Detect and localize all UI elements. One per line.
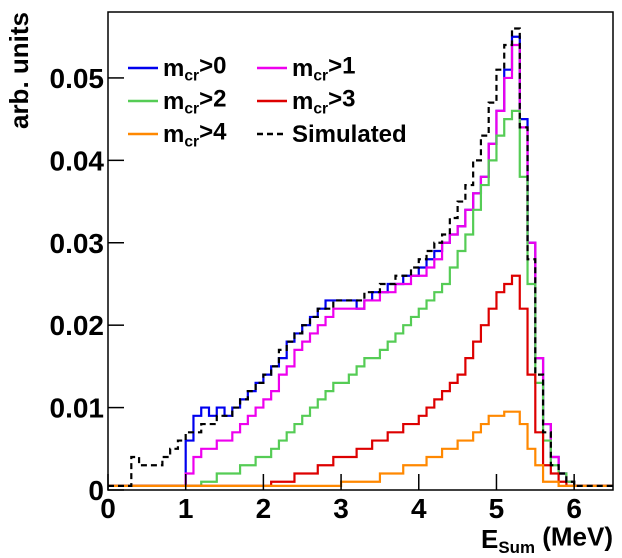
y-tick-label: 0.04 (50, 145, 105, 176)
histogram-line (108, 109, 613, 487)
y-tick-label: 0.01 (50, 393, 105, 424)
plot-area (108, 27, 613, 487)
y-axis-title: arb. units (4, 12, 34, 129)
x-tick-label: 6 (566, 493, 582, 524)
legend-label: mcr>0 (163, 52, 226, 84)
x-tick-label: 3 (333, 493, 349, 524)
y-tick-label: 0.03 (50, 228, 105, 259)
x-tick-label: 0 (100, 493, 116, 524)
x-tick-label: 4 (411, 493, 427, 524)
histogram-line (108, 27, 613, 487)
x-axis-title: ESum (MeV) (481, 521, 613, 557)
frame (107, 11, 614, 491)
histogram-line (108, 410, 613, 487)
y-tick-label: 0 (88, 475, 104, 506)
y-tick-label: 0.02 (50, 310, 105, 341)
legend-label: mcr>1 (292, 52, 355, 84)
legend-label: mcr>3 (292, 85, 355, 117)
legend-label: mcr>2 (163, 85, 226, 117)
x-tick-label: 5 (489, 493, 505, 524)
x-tick-label: 2 (256, 493, 272, 524)
y-tick-label: 0.05 (50, 63, 105, 94)
legend-label: mcr>4 (163, 118, 227, 150)
x-tick-label: 1 (178, 493, 194, 524)
legend-label: Simulated (292, 121, 407, 148)
